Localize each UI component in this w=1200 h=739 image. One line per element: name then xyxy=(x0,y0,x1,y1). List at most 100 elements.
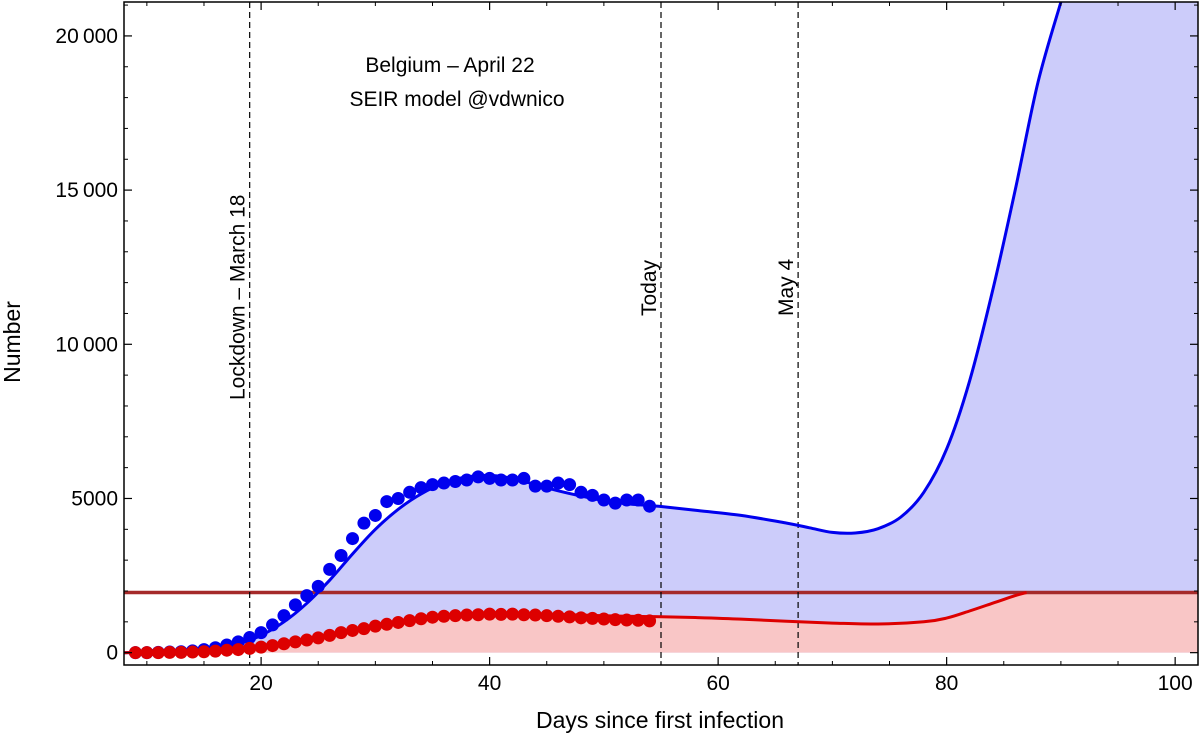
hospitalized-point xyxy=(608,496,622,510)
icu-point xyxy=(323,628,337,642)
x-axis-ticks: 20 40 60 80 100 xyxy=(146,2,1193,695)
icu-point xyxy=(288,635,302,649)
icu-point xyxy=(174,645,188,659)
icu-point xyxy=(208,644,222,658)
icu-point xyxy=(380,617,394,631)
hospitalized-point xyxy=(528,479,542,493)
icu-point xyxy=(368,619,382,633)
reference-line-label-0: Lockdown – March 18 xyxy=(227,195,250,400)
observed-points xyxy=(128,470,657,660)
hospitalized-point xyxy=(357,516,371,530)
icu-point xyxy=(186,645,200,659)
hospitalized-point xyxy=(243,631,257,645)
hospitalized-point xyxy=(643,499,657,513)
icu-point xyxy=(197,645,211,659)
icu-point xyxy=(585,611,599,625)
hospitalized-point xyxy=(540,479,554,493)
hospitalized-point xyxy=(448,475,462,489)
icu-point xyxy=(540,609,554,623)
hospitalized-point xyxy=(403,485,417,499)
icu-point xyxy=(128,646,142,660)
x-tick-label: 40 xyxy=(478,672,501,695)
icu-point xyxy=(597,612,611,626)
hospitalized-point xyxy=(620,493,634,507)
reference-lines xyxy=(249,2,799,665)
y-tick-label: 0 xyxy=(106,642,118,665)
hospitalized-point xyxy=(414,481,428,495)
icu-point xyxy=(517,608,531,622)
icu-point xyxy=(437,609,451,623)
icu-point xyxy=(163,645,177,659)
chart-title-line-2: SEIR model @vdwnico xyxy=(349,88,564,111)
icu-point xyxy=(346,623,360,637)
icu-point xyxy=(494,607,508,621)
y-tick-label: 5000 xyxy=(71,487,118,510)
y-tick-label: 10 000 xyxy=(55,333,118,356)
hospitalized-point xyxy=(597,493,611,507)
icu-point xyxy=(643,614,657,628)
hospitalized-point xyxy=(266,618,280,632)
hospitalized-point xyxy=(437,476,451,490)
icu-point xyxy=(551,609,565,623)
icu-point xyxy=(620,613,634,627)
hospitalized-point xyxy=(551,476,565,490)
hospitalized-point xyxy=(585,488,599,502)
icu-point xyxy=(460,608,474,622)
icu-point xyxy=(300,633,314,647)
icu-point xyxy=(528,608,542,622)
icu-point xyxy=(391,615,405,629)
hospitalized-point xyxy=(346,532,360,546)
hospitalized-point xyxy=(391,491,405,505)
icu-point xyxy=(448,609,462,623)
icu-point xyxy=(403,614,417,628)
icu-point xyxy=(277,637,291,651)
hospitalized-point xyxy=(368,508,382,522)
hospitalized-point xyxy=(311,579,325,593)
hospitalized-point xyxy=(334,549,348,563)
icu-point xyxy=(254,640,268,654)
hospitalized-point xyxy=(425,478,439,492)
hospitalized-point xyxy=(483,471,497,485)
hospitalized-point xyxy=(288,598,302,612)
icu-point xyxy=(425,610,439,624)
hospitalized-point xyxy=(323,562,337,576)
icu-point xyxy=(334,626,348,640)
icu-point xyxy=(483,607,497,621)
icu-point xyxy=(631,613,645,627)
x-tick-label: 100 xyxy=(1158,672,1193,695)
hospitalized-point xyxy=(380,495,394,509)
icu-point xyxy=(563,610,577,624)
x-tick-label: 60 xyxy=(706,672,729,695)
icu-point xyxy=(140,646,154,660)
icu-point xyxy=(471,608,485,622)
x-axis-title: Days since first infection xyxy=(536,707,784,733)
icu-point xyxy=(151,646,165,660)
hospitalized-point xyxy=(300,589,314,603)
hospitalized-point xyxy=(574,485,588,499)
icu-point xyxy=(231,643,245,657)
y-axis-title: Number xyxy=(0,301,25,383)
hospitalized-point xyxy=(254,626,268,640)
icu-point xyxy=(608,613,622,627)
y-tick-label: 20 000 xyxy=(55,25,118,48)
icu-point xyxy=(414,612,428,626)
reference-line-label-1: Today xyxy=(638,259,661,316)
hospitalized-point xyxy=(471,470,485,484)
reference-line-labels: Lockdown – March 18 Today May 4 xyxy=(227,195,798,400)
icu-point xyxy=(311,631,325,645)
hospitalized-point xyxy=(517,471,531,485)
x-tick-label: 80 xyxy=(935,672,958,695)
icu-point xyxy=(574,611,588,625)
icu-point xyxy=(505,607,519,621)
y-axis-ticks: 0 5000 10 000 15 000 20 000 xyxy=(55,4,1198,665)
hospitalized-point xyxy=(505,473,519,487)
hospitalized-area-fill xyxy=(124,2,1198,653)
icu-point xyxy=(357,622,371,636)
icu-point xyxy=(243,641,257,655)
hospitalized-point xyxy=(460,473,474,487)
icu-point xyxy=(266,639,280,653)
hospitalized-point xyxy=(494,473,508,487)
y-tick-label: 15 000 xyxy=(55,179,118,202)
icu-point xyxy=(220,643,234,657)
